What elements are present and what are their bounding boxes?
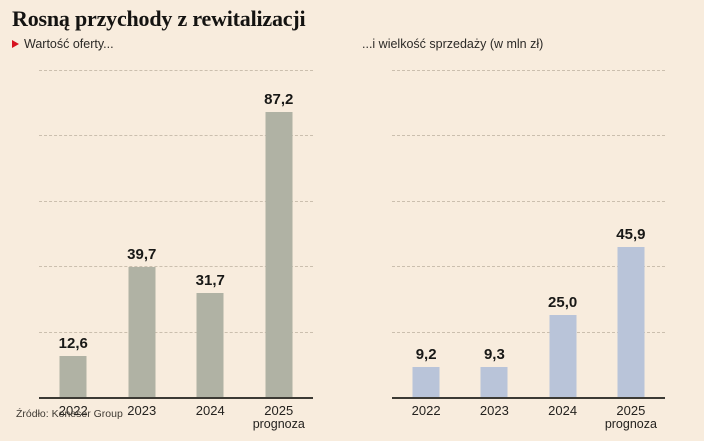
x-label-2025: 2025 prognoza — [245, 403, 314, 432]
chart-sales-volume: 9,2 9,3 25,0 45,9 2022 2023 2024 2025 prognoza — [392, 70, 665, 432]
gridline-60 — [392, 200, 665, 202]
x-label-2023: 2023 — [127, 403, 157, 418]
kicker-left: Wartość oferty... — [12, 37, 114, 51]
value-label-2022: 9,2 — [415, 345, 437, 363]
gridline-80 — [392, 135, 665, 137]
bar-2025 — [617, 246, 645, 397]
gridline-100 — [392, 70, 665, 71]
x-label-2022: 2022 — [411, 403, 441, 418]
bar-slot-2024: 25,0 — [529, 70, 597, 397]
x-label-2023: 2023 — [479, 403, 509, 418]
bar-2022 — [412, 366, 440, 397]
page-title: Rosną przychody z rewitalizacji — [12, 6, 306, 31]
x-sublabel-2025: prognoza — [252, 417, 305, 432]
bar-slot-2022: 9,2 — [392, 70, 460, 397]
bar-2023 — [480, 366, 508, 397]
gridline-80 — [39, 135, 313, 137]
bar-2022 — [59, 355, 87, 397]
value-label-2024: 31,7 — [195, 272, 225, 290]
x-label-2024: 2024 — [548, 403, 578, 418]
bar-slot-2022: 12,6 — [39, 70, 108, 397]
bar-2024 — [196, 293, 224, 397]
plot-area: 9,2 9,3 25,0 45,9 — [392, 70, 665, 399]
bar-slot-2023: 9,3 — [460, 70, 528, 397]
bar-slot-2024: 31,7 — [176, 70, 245, 397]
kicker-right-label: ...i wielkość sprzedaży (w mln zł) — [362, 37, 544, 51]
value-label-2023: 9,3 — [483, 345, 505, 363]
x-label-2024: 2024 — [195, 403, 225, 418]
source-note: Źródło: Koneser Group — [16, 408, 123, 420]
gridline-20 — [392, 331, 665, 333]
x-label-2025: 2025 prognoza — [597, 403, 665, 432]
value-label-2022: 12,6 — [58, 334, 88, 352]
gridline-100 — [39, 70, 313, 71]
red-arrow-icon — [12, 40, 19, 48]
value-label-2025: 45,9 — [616, 225, 646, 243]
value-label-2024: 25,0 — [548, 294, 578, 312]
bar-slot-2025: 45,9 — [597, 70, 665, 397]
bar-slot-2023: 39,7 — [108, 70, 177, 397]
bar-2023 — [128, 267, 156, 397]
bar-slot-2025: 87,2 — [245, 70, 314, 397]
chart-offer-value: 12,6 39,7 31,7 87,2 2022 2023 2024 2025 prognoz… — [39, 70, 314, 432]
x-sublabel-2025: prognoza — [604, 417, 657, 432]
x-label-2022: 2022 — [58, 403, 88, 418]
gridline-20 — [39, 331, 313, 333]
value-label-2023: 39,7 — [127, 246, 157, 264]
plot-area: 12,6 39,7 31,7 87,2 — [39, 70, 313, 399]
kicker-right: ...i wielkość sprzedaży (w mln zł) — [362, 37, 543, 51]
bar-2025 — [265, 111, 293, 397]
gridline-40 — [39, 266, 313, 268]
gridline-60 — [39, 200, 313, 202]
value-label-2025: 87,2 — [264, 90, 294, 108]
kicker-left-label: Wartość oferty... — [24, 37, 114, 51]
bar-2024 — [549, 315, 577, 397]
gridline-40 — [392, 266, 665, 268]
